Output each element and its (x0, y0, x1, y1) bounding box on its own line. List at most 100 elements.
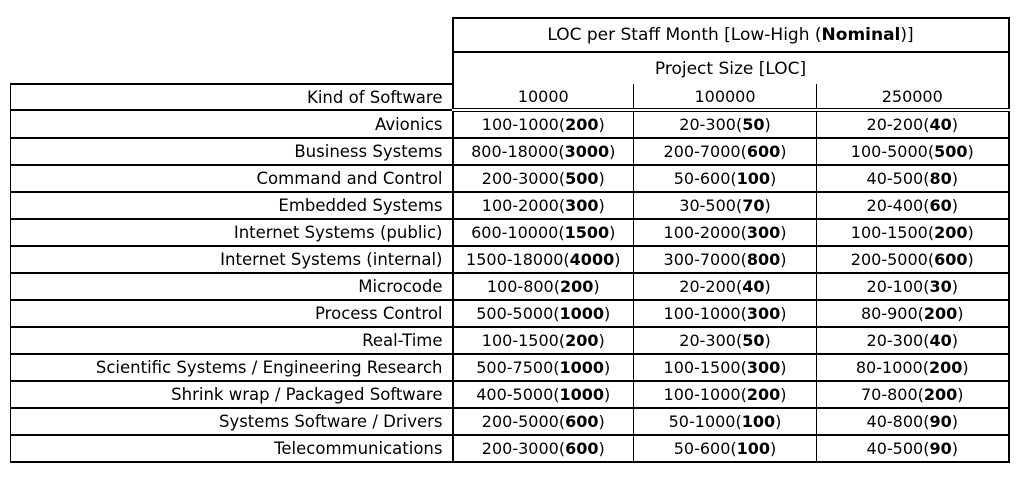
loc-range-cell: 100-1000(200) (633, 381, 817, 409)
nominal-value: 50 (742, 331, 765, 350)
loc-range-cell: 100-1000(200) (452, 110, 634, 139)
loc-range-cell: 40-500(80) (816, 165, 1010, 193)
nominal-value: 200 (923, 304, 958, 323)
row-label: Embedded Systems (10, 192, 454, 220)
nominal-value: 200 (565, 331, 599, 350)
row-label: Avionics (10, 110, 454, 139)
loc-range-cell: 200-3000(500) (452, 165, 634, 193)
table-title-suffix: )] (900, 25, 914, 45)
nominal-value: 100 (736, 439, 771, 458)
loc-range-cell: 30-500(70) (633, 192, 817, 220)
loc-range-cell: 40-800(90) (816, 408, 1010, 436)
nominal-value: 500 (934, 142, 968, 161)
loc-productivity-table-wrap: LOC per Staff Month [Low-High (Nominal)]… (10, 17, 1010, 463)
loc-range-cell: 20-200(40) (816, 110, 1010, 139)
nominal-value: 40 (929, 115, 952, 134)
nominal-value: 300 (746, 223, 781, 242)
loc-range-cell: 200-3000(600) (452, 435, 634, 463)
project-size-header: Project Size [LOC] (451, 51, 1010, 84)
nominal-value: 800 (746, 250, 781, 269)
nominal-value: 600 (565, 439, 599, 458)
table-row: Business Systems 800-18000(3000) 200-7000(… (10, 138, 1010, 166)
nominal-value: 70 (742, 196, 765, 215)
table-row: Avionics 100-1000(200) 20-300(50) 20-200(40… (10, 110, 1010, 139)
loc-range-cell: 400-5000(1000) (452, 381, 634, 409)
table-row: Real-Time 100-1500(200) 20-300(50) 20-300(4… (10, 327, 1010, 355)
nominal-value: 1000 (559, 385, 605, 404)
blank-corner (11, 52, 453, 84)
table-title: LOC per Staff Month [Low-High (Nominal)] (451, 17, 1010, 53)
nominal-value: 1000 (559, 304, 605, 323)
row-label: Microcode (10, 273, 454, 301)
loc-range-cell: 100-5000(500) (816, 138, 1010, 166)
kind-of-software-header: Kind of Software (10, 83, 454, 111)
size-column-header-100000: 100000 (633, 84, 817, 112)
nominal-value: 200 (565, 115, 599, 134)
nominal-value: 90 (929, 412, 952, 431)
nominal-value: 200 (923, 385, 958, 404)
nominal-value: 3000 (564, 142, 610, 161)
loc-range-cell: 20-300(40) (816, 327, 1010, 355)
row-label: Telecommunications (10, 435, 454, 463)
row-label: Business Systems (10, 138, 454, 166)
table-row: Systems Software / Drivers 200-5000(600) 5… (10, 408, 1010, 436)
nominal-value: 200 (928, 358, 963, 377)
loc-range-cell: 100-1000(300) (633, 300, 817, 328)
nominal-value: 80 (929, 169, 952, 188)
loc-range-cell: 80-1000(200) (816, 354, 1010, 382)
loc-range-cell: 20-400(60) (816, 192, 1010, 220)
loc-range-cell: 600-10000(1500) (452, 219, 634, 247)
nominal-value: 300 (746, 304, 781, 323)
loc-range-cell: 300-7000(800) (633, 246, 817, 274)
table-row: Internet Systems (internal) 1500-18000(40… (10, 246, 1010, 274)
loc-range-cell: 70-800(200) (816, 381, 1010, 409)
loc-range-cell: 200-7000(600) (633, 138, 817, 166)
row-label: Internet Systems (internal) (10, 246, 454, 274)
loc-range-cell: 20-100(30) (816, 273, 1010, 301)
table-row: Telecommunications 200-3000(600) 50-600(10… (10, 435, 1010, 463)
row-label: Systems Software / Drivers (10, 408, 454, 436)
nominal-value: 600 (746, 142, 781, 161)
nominal-value: 200 (746, 385, 781, 404)
loc-range-cell: 200-5000(600) (452, 408, 634, 436)
row-label: Shrink wrap / Packaged Software (10, 381, 454, 409)
nominal-value: 100 (741, 412, 776, 431)
table-row: Shrink wrap / Packaged Software 400-5000(… (10, 381, 1010, 409)
nominal-value: 60 (929, 196, 952, 215)
row-label: Scientific Systems / Engineering Researc… (10, 354, 454, 382)
nominal-value: 30 (929, 277, 952, 296)
size-column-header-10000: 10000 (451, 84, 634, 112)
table-title-emphasis: Nominal (821, 25, 901, 45)
nominal-value: 50 (742, 115, 765, 134)
loc-range-cell: 100-2000(300) (452, 192, 634, 220)
table-row: Scientific Systems / Engineering Researc… (10, 354, 1010, 382)
row-label: Internet Systems (public) (10, 219, 454, 247)
nominal-value: 300 (746, 358, 781, 377)
nominal-value: 600 (934, 250, 968, 269)
nominal-value: 500 (565, 169, 599, 188)
project-size-row: Project Size [LOC] (11, 51, 1010, 84)
nominal-value: 300 (565, 196, 599, 215)
table-row: Process Control 500-5000(1000) 100-1000(30… (10, 300, 1010, 328)
row-label: Command and Control (10, 165, 454, 193)
nominal-value: 200 (559, 277, 594, 296)
row-label: Process Control (10, 300, 454, 328)
table-row: Embedded Systems 100-2000(300) 30-500(70) 2… (10, 192, 1010, 220)
loc-range-cell: 100-800(200) (452, 273, 634, 301)
loc-range-cell: 1500-18000(4000) (452, 246, 634, 274)
row-label: Real-Time (10, 327, 454, 355)
table-row: Internet Systems (public) 600-10000(1500)… (10, 219, 1010, 247)
loc-range-cell: 50-600(100) (633, 435, 817, 463)
blank-corner (11, 18, 453, 52)
nominal-value: 40 (929, 331, 952, 350)
column-header-row: Kind of Software 10000 100000 250000 (10, 83, 1010, 112)
size-column-header-250000: 250000 (816, 84, 1010, 112)
loc-range-cell: 500-7500(1000) (452, 354, 634, 382)
nominal-value: 100 (736, 169, 771, 188)
nominal-value: 600 (565, 412, 599, 431)
loc-range-cell: 500-5000(1000) (452, 300, 634, 328)
loc-range-cell: 100-1500(300) (633, 354, 817, 382)
loc-range-cell: 100-2000(300) (633, 219, 817, 247)
table-row: Command and Control 200-3000(500) 50-600(1… (10, 165, 1010, 193)
table-body: Avionics 100-1000(200) 20-300(50) 20-200(40… (10, 110, 1010, 463)
